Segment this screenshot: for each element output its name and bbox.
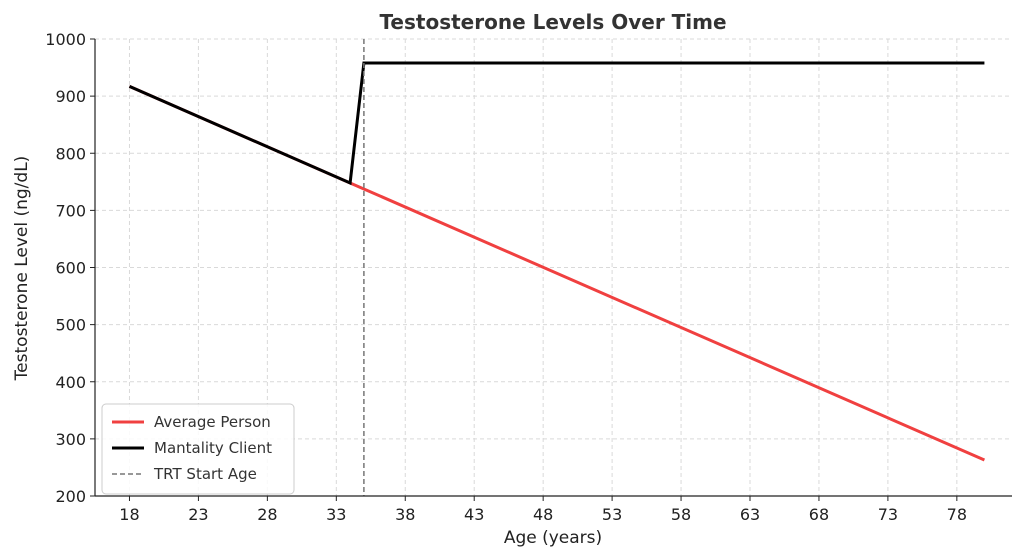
x-tick-label: 43 <box>464 505 484 524</box>
y-axis-label: Testosterone Level (ng/dL) <box>12 156 32 382</box>
series-layer <box>128 39 986 496</box>
x-tick-label: 28 <box>257 505 277 524</box>
legend-label-1: Average Person <box>154 413 271 431</box>
legend-label-2: Mantality Client <box>154 439 272 457</box>
x-tick-label: 78 <box>947 505 967 524</box>
x-tick-label: 53 <box>602 505 622 524</box>
x-tick-label: 48 <box>533 505 553 524</box>
x-tick-label: 38 <box>395 505 415 524</box>
legend: Average Person Mantality Client TRT Start … <box>101 403 295 495</box>
y-tick-label: 800 <box>55 144 86 163</box>
legend-label-3: TRT Start Age <box>153 465 257 483</box>
y-tick-label: 1000 <box>45 30 86 49</box>
y-tick-label: 500 <box>55 316 86 335</box>
y-tick-label: 200 <box>55 487 86 506</box>
y-tick-label: 700 <box>55 201 86 220</box>
chart-title: Testosterone Levels Over Time <box>379 10 726 34</box>
y-tick-label: 400 <box>55 373 86 392</box>
x-tick-label: 18 <box>119 505 139 524</box>
x-axis-label: Age (years) <box>504 528 602 548</box>
ticks: 18 23 28 33 38 43 48 53 58 63 68 73 78 200 300 400 500 60… <box>45 30 967 524</box>
x-tick-label: 33 <box>326 505 346 524</box>
x-tick-label: 68 <box>809 505 829 524</box>
x-tick-label: 73 <box>878 505 898 524</box>
series-line-2 <box>128 61 985 186</box>
y-tick-label: 300 <box>55 430 86 449</box>
y-tick-label: 600 <box>55 259 86 278</box>
y-tick-label: 900 <box>55 87 86 106</box>
x-tick-label: 23 <box>188 505 208 524</box>
x-tick-label: 63 <box>740 505 760 524</box>
legend-box <box>101 403 295 495</box>
x-tick-label: 58 <box>671 505 691 524</box>
